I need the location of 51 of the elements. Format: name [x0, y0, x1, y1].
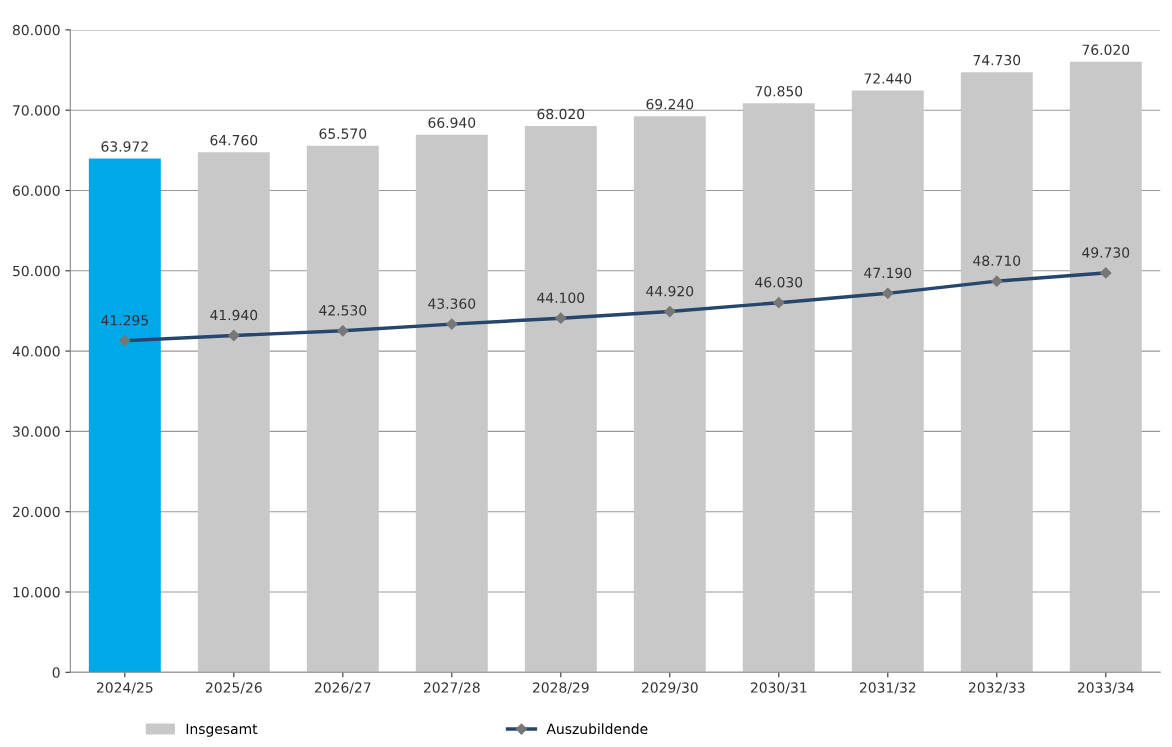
x-tick-label: 2025/26 — [205, 682, 262, 694]
x-tick-label: 2030/31 — [750, 682, 807, 694]
y-tick-label: 0 — [52, 667, 60, 678]
x-tick-label: 2033/34 — [1077, 682, 1134, 694]
y-tick-label: 50.000 — [13, 265, 60, 277]
data-label: 49.730 — [1082, 247, 1130, 258]
bar — [88, 158, 161, 673]
data-label: 72.440 — [864, 73, 912, 84]
x-tick-label: 2032/33 — [968, 682, 1025, 694]
data-label: 66.940 — [428, 117, 476, 128]
data-label: 69.240 — [646, 98, 694, 110]
data-label: 74.730 — [973, 54, 1021, 66]
bar — [524, 126, 597, 673]
y-tick-label: 10.000 — [13, 586, 60, 598]
y-tick-label: 30.000 — [13, 426, 60, 437]
x-tick-label: 2028/29 — [532, 682, 589, 694]
legend-label: Auszubildende — [546, 723, 648, 735]
y-tick-label: 40.000 — [12, 346, 60, 357]
data-label: 41.295 — [101, 314, 148, 326]
bar — [633, 116, 706, 673]
y-tick-label: 80.000 — [12, 24, 60, 36]
y-tick-label: 60.000 — [12, 185, 60, 196]
data-label: 68.020 — [537, 108, 585, 120]
data-label: 44.100 — [537, 292, 585, 303]
legend-label: Insgesamt — [186, 723, 258, 737]
bar — [851, 90, 924, 673]
x-tick-label: 2027/28 — [423, 682, 480, 694]
data-label: 65.570 — [319, 128, 367, 139]
bar — [197, 152, 270, 673]
data-label: 42.530 — [319, 305, 367, 316]
x-tick-label: 2026/27 — [314, 682, 371, 694]
data-label: 44.920 — [646, 285, 694, 297]
bar — [960, 72, 1033, 673]
bar — [306, 145, 379, 673]
data-label: 46.030 — [755, 276, 803, 288]
x-tick-label: 2031/32 — [859, 682, 916, 694]
bar — [415, 134, 488, 673]
y-tick-label: 20.000 — [13, 506, 60, 518]
data-label: 47.190 — [864, 267, 912, 279]
data-label: 48.710 — [973, 255, 1021, 266]
data-label: 76.020 — [1082, 44, 1130, 55]
x-tick-label: 2029/30 — [641, 682, 698, 694]
data-label: 64.760 — [210, 134, 258, 146]
bar — [742, 103, 815, 673]
data-label: 43.360 — [428, 298, 476, 309]
data-label: 63.972 — [101, 141, 148, 152]
data-label: 70.850 — [755, 85, 803, 97]
data-label: 41.940 — [210, 309, 258, 321]
bar — [1069, 61, 1142, 673]
y-tick-label: 70.000 — [13, 105, 60, 116]
x-tick-label: 2024/25 — [96, 682, 153, 694]
